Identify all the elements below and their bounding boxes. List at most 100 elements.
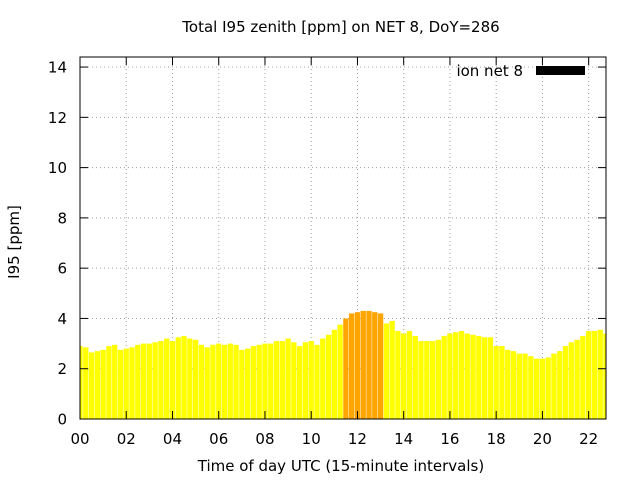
x-tick-label: 04 [163,430,182,448]
y-tick-label: 8 [57,209,67,227]
bar [429,341,436,419]
bar [499,346,505,419]
x-tick-label: 12 [348,430,367,448]
bar [591,331,598,419]
bar [146,343,153,419]
bar [94,351,100,419]
bar [493,346,499,419]
bar [424,341,430,419]
bar [320,338,326,419]
bar [377,313,384,419]
bar [597,329,603,419]
x-tick-label: 18 [487,430,506,448]
legend-label: ion net 8 [456,62,523,80]
bar [516,353,522,419]
bar [216,343,222,419]
x-tick-label: 16 [440,430,459,448]
bar [308,341,314,419]
bar [250,346,257,419]
bar [302,342,309,419]
bar [192,339,199,419]
bar [349,313,355,419]
bar [117,349,124,419]
bar [586,331,592,419]
grid-lines [80,57,606,419]
bar [256,344,262,419]
bar [262,343,268,419]
bar [533,358,540,419]
x-tick-label: 22 [579,430,598,448]
bar [140,343,147,419]
bar [568,342,574,419]
bar [112,344,118,419]
bar [476,336,482,419]
bar [354,312,361,419]
x-tick-label: 08 [255,430,274,448]
plot-area-border [79,56,607,420]
bar [366,310,372,419]
bar [164,338,170,419]
bar [447,333,453,419]
bar [233,344,239,419]
bar [106,346,112,419]
bar [522,353,528,419]
bar [412,336,418,419]
bar [487,337,494,419]
bar [227,343,233,419]
bar [337,324,343,419]
bar [279,341,285,419]
bar [239,349,245,419]
bar [181,336,187,419]
y-tick-label: 12 [48,109,67,127]
bar [360,310,366,419]
bar [435,339,442,419]
x-tick-label: 06 [209,430,228,448]
bar [80,346,83,419]
bar [221,344,228,419]
y-tick-label: 14 [48,59,67,77]
x-tick-label: 00 [70,430,89,448]
bar [210,344,216,419]
bar [470,334,476,419]
y-tick-label: 4 [57,310,67,328]
bars [80,310,606,419]
bar [441,336,447,419]
tick-marks [79,57,606,420]
bar [158,341,164,419]
bar [244,348,251,419]
y-tick-label: 10 [48,159,67,177]
x-tick-label: 10 [302,430,321,448]
bar [551,353,557,419]
bar [383,323,390,419]
bar [389,320,395,419]
x-tick-label: 14 [394,430,413,448]
bar [562,346,569,419]
bar [88,352,95,419]
bar [481,337,488,419]
y-tick-label: 6 [57,260,67,278]
bar [574,339,580,419]
bar [152,342,158,419]
bar [198,344,205,419]
bar [273,341,280,419]
bar [285,338,291,419]
bar [418,341,424,419]
bar [291,342,297,419]
bar [372,312,378,419]
bar [458,331,465,419]
bar [603,333,606,419]
bar [395,331,401,419]
bar [464,333,470,419]
bar [123,348,129,419]
bar [331,329,337,419]
bar [296,346,303,419]
bar [580,336,586,419]
y-axis-label: I95 [ppm] [5,205,23,279]
y-tick-label: 0 [57,411,67,429]
x-tick-labels: 00 02 04 06 08 10 12 14 16 18 20 22 [70,430,598,448]
bar [83,347,89,419]
bar [187,338,193,419]
bar [505,349,511,419]
bar [557,351,563,419]
